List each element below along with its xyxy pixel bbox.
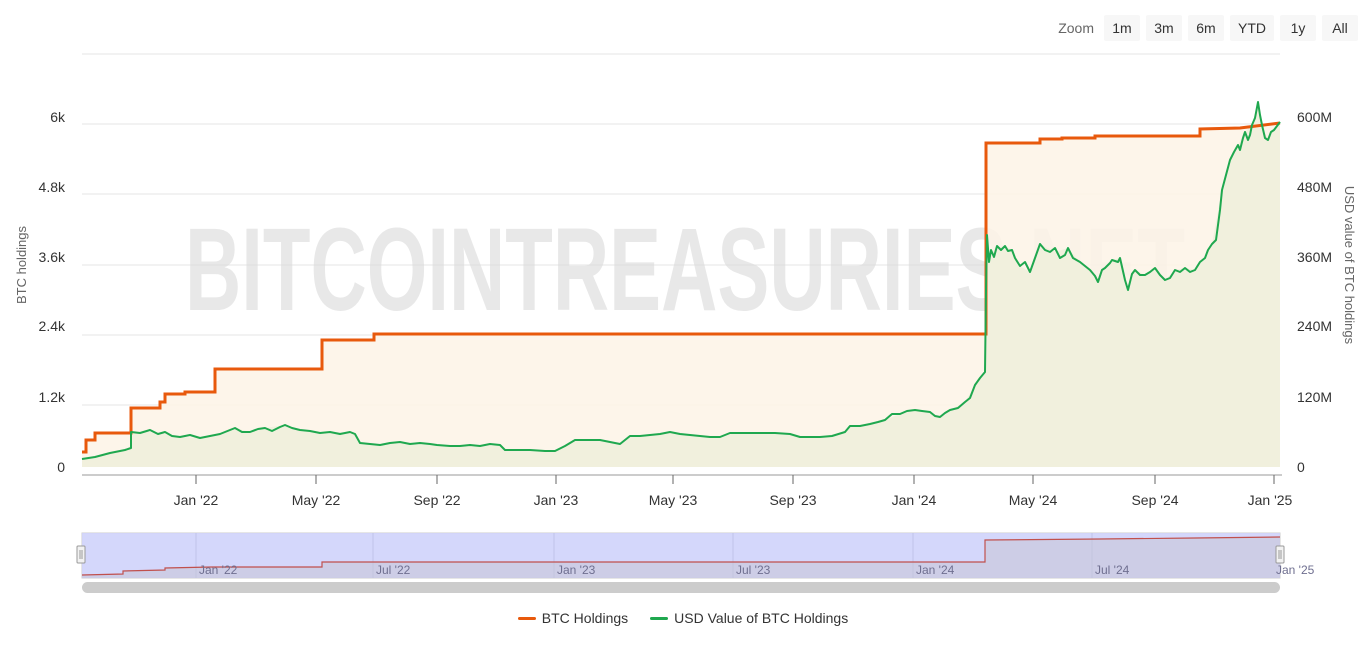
y-tick-label-right: 480M xyxy=(1297,179,1332,195)
zoom-all-button[interactable]: All xyxy=(1322,15,1358,41)
left-axis-title: BTC holdings xyxy=(14,225,29,304)
navigator-tick-label: Jan '22 xyxy=(199,563,238,577)
y-tick-label: 2.4k xyxy=(39,318,66,334)
x-tick-label: Sep '23 xyxy=(769,492,816,508)
zoom-6m-button[interactable]: 6m xyxy=(1188,15,1224,41)
y-tick-label-right: 240M xyxy=(1297,318,1332,334)
navigator-tick-label: Jan '25 xyxy=(1276,563,1315,577)
navigator-axis-labels: Jan '22 Jul '22 Jan '23 Jul '23 Jan '24 … xyxy=(199,563,1315,577)
navigator-tick-label: Jul '24 xyxy=(1095,563,1130,577)
legend-label: USD Value of BTC Holdings xyxy=(674,610,849,626)
x-tick-label: May '24 xyxy=(1009,492,1058,508)
zoom-1m-button[interactable]: 1m xyxy=(1104,15,1140,41)
legend-swatch-orange-icon xyxy=(517,616,536,620)
x-axis xyxy=(82,474,1282,484)
legend-item-btc-holdings[interactable]: BTC Holdings xyxy=(517,610,629,626)
right-axis-title: USD value of BTC holdings xyxy=(1342,186,1357,345)
navigator-tick-label: Jan '23 xyxy=(557,563,596,577)
zoom-3m-button[interactable]: 3m xyxy=(1146,15,1182,41)
y-tick-label-right: 0 xyxy=(1297,459,1305,475)
range-selector: Zoom 1m 3m 6m YTD 1y All xyxy=(1058,15,1358,41)
navigator-tick-label: Jul '23 xyxy=(736,563,771,577)
navigator-tick-label: Jan '24 xyxy=(916,563,955,577)
y-tick-label: 1.2k xyxy=(39,389,66,405)
usd-value-line xyxy=(81,101,1281,460)
navigator-right-handle[interactable] xyxy=(1275,545,1285,564)
zoom-label: Zoom xyxy=(1058,20,1094,36)
x-tick-label: Jan '22 xyxy=(174,492,219,508)
right-y-axis-labels: 0 120M 240M 360M 480M 600M xyxy=(1297,109,1332,475)
y-tick-label: 3.6k xyxy=(39,249,66,265)
x-tick-label: May '23 xyxy=(649,492,698,508)
left-y-axis-labels: 0 1.2k 2.4k 3.6k 4.8k 6k xyxy=(39,109,66,475)
x-tick-label: Jan '24 xyxy=(892,492,937,508)
navigator-scrollbar[interactable] xyxy=(82,582,1280,593)
navigator[interactable]: Jan '22 Jul '22 Jan '23 Jul '23 Jan '24 … xyxy=(76,532,1315,579)
legend-label: BTC Holdings xyxy=(541,610,629,626)
y-tick-label: 6k xyxy=(50,109,66,125)
zoom-ytd-button[interactable]: YTD xyxy=(1230,15,1274,41)
usd-value-area xyxy=(82,102,1280,467)
navigator-tick-label: Jul '22 xyxy=(376,563,411,577)
legend: BTC Holdings USD Value of BTC Holdings xyxy=(0,610,1366,626)
y-tick-label-right: 120M xyxy=(1297,389,1332,405)
x-tick-label: Sep '22 xyxy=(413,492,460,508)
x-tick-label: May '22 xyxy=(292,492,341,508)
x-tick-label: Sep '24 xyxy=(1131,492,1178,508)
x-tick-label: Jan '25 xyxy=(1248,492,1293,508)
y-tick-label-right: 600M xyxy=(1297,109,1332,125)
zoom-1y-button[interactable]: 1y xyxy=(1280,15,1316,41)
legend-item-usd-value[interactable]: USD Value of BTC Holdings xyxy=(650,610,848,626)
x-axis-labels: Jan '22 May '22 Sep '22 Jan '23 May '23 … xyxy=(174,492,1293,508)
y-tick-label: 0 xyxy=(57,459,65,475)
y-tick-label-right: 360M xyxy=(1297,249,1332,265)
legend-swatch-green-icon xyxy=(650,616,669,620)
navigator-left-handle[interactable] xyxy=(76,545,86,564)
navigator-series-line xyxy=(81,536,1281,576)
x-tick-label: Jan '23 xyxy=(534,492,579,508)
y-tick-label: 4.8k xyxy=(39,179,66,195)
